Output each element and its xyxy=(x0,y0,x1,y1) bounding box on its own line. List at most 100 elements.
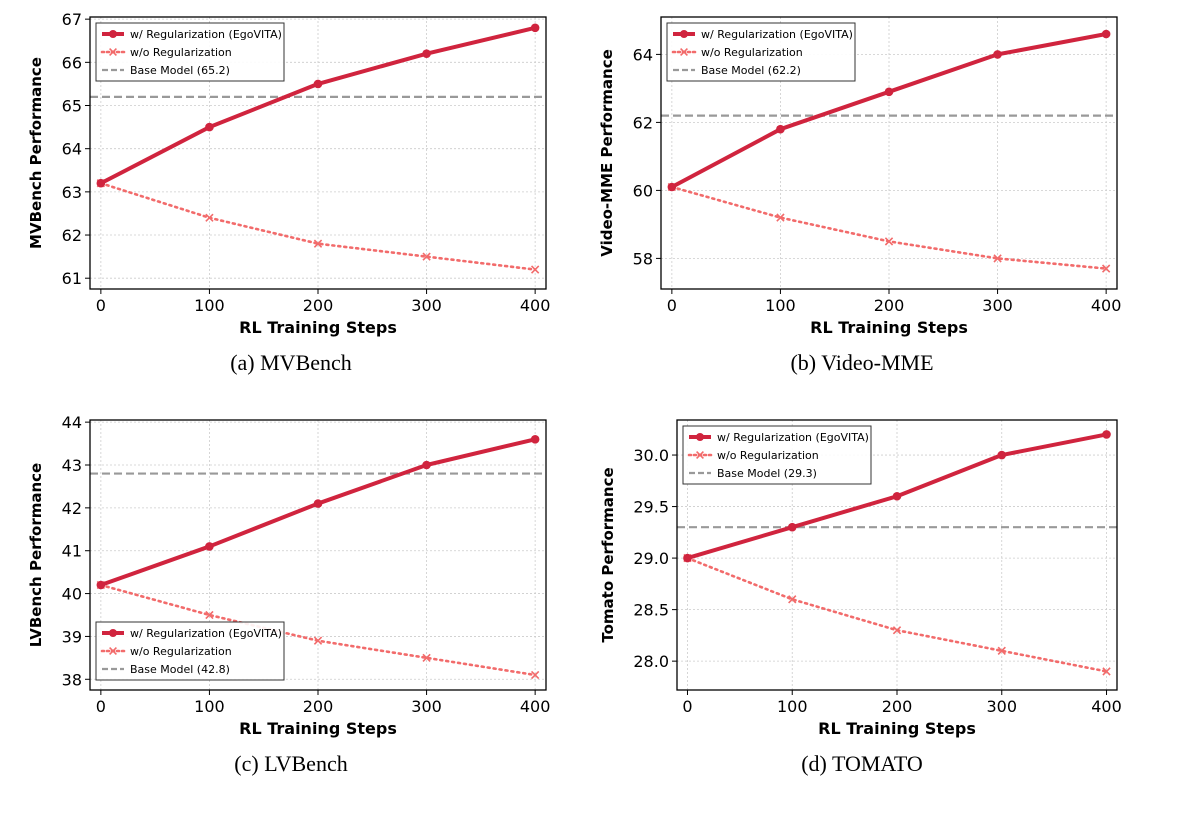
y-axis-label: MVBench Performance xyxy=(27,57,45,249)
y-tick-label: 38 xyxy=(62,670,82,689)
legend: w/ Regularization (EgoVITA) w/o Regulariz… xyxy=(682,425,872,485)
with-regularization-point xyxy=(776,124,785,134)
y-axis-label: Tomato Performance xyxy=(599,467,617,642)
x-axis-label: RL Training Steps xyxy=(239,719,397,738)
without-regularization-point xyxy=(788,595,797,604)
without-regularization-point xyxy=(997,646,1006,656)
without-regularization-point xyxy=(530,265,540,274)
legend-entry-label: Base Model (42.8) xyxy=(130,663,230,676)
y-tick-label: 42 xyxy=(62,499,82,518)
with-regularization-point xyxy=(313,79,323,89)
series-without-regularization-line xyxy=(99,181,537,271)
without-regularization-point xyxy=(422,653,431,663)
legend-entry-label: w/ Regularization (EgoVITA) xyxy=(717,431,869,444)
chart-panel-2: 0 100 200 300 400 58 60 62 64 RL Training Steps Vi… xyxy=(598,16,1122,337)
x-tick-label: 200 xyxy=(303,296,334,315)
x-tick-label: 300 xyxy=(982,296,1013,315)
with-regularization-point xyxy=(1102,430,1111,439)
without-regularization-point xyxy=(313,239,323,248)
legend-entry-label: Base Model (29.3) xyxy=(717,467,817,480)
chart-panel-4: 0 100 200 300 400 28.0 28.5 29.0 29.5 30.0 RL Trai… xyxy=(599,419,1122,738)
without-regularization-point xyxy=(993,254,1002,263)
with-regularization-point xyxy=(205,542,214,551)
y-tick-label: 67 xyxy=(62,10,82,29)
x-tick-label: 100 xyxy=(194,296,225,315)
y-tick-label: 40 xyxy=(62,585,82,604)
y-tick-label: 41 xyxy=(62,542,82,561)
with-regularization-point xyxy=(997,450,1007,460)
chart-caption: (c) LVBench xyxy=(234,751,348,776)
y-tick-label: 58 xyxy=(633,249,653,268)
x-tick-label: 300 xyxy=(411,697,442,716)
with-regularization-point xyxy=(422,460,431,470)
y-axis-label: Video-MME Performance xyxy=(598,49,616,257)
x-tick-label: 0 xyxy=(96,296,106,315)
with-regularization-point xyxy=(530,434,540,444)
x-tick-label: 0 xyxy=(667,296,677,315)
series-without-regularization-line xyxy=(686,556,1108,673)
legend-entry-label: w/o Regularization xyxy=(717,449,819,462)
x-tick-label: 200 xyxy=(882,697,913,716)
with-regularization-point xyxy=(884,87,894,97)
x-axis-label: RL Training Steps xyxy=(818,719,976,738)
legend: w/ Regularization (EgoVITA) w/o Regulariz… xyxy=(95,22,285,82)
x-tick-label: 300 xyxy=(411,296,442,315)
with-regularization-point xyxy=(96,580,106,590)
chart-panel-1: 0 100 200 300 400 61 62 63 64 65 66 67 RL Training S… xyxy=(27,10,550,337)
with-regularization-point xyxy=(530,23,540,33)
without-regularization-point xyxy=(1102,667,1111,676)
with-regularization-point xyxy=(683,553,692,563)
y-tick-label: 62 xyxy=(62,226,82,245)
without-regularization-point xyxy=(205,610,214,620)
with-regularization-point xyxy=(205,122,214,132)
x-tick-label: 300 xyxy=(986,697,1017,716)
with-regularization-point xyxy=(993,50,1002,59)
x-tick-label: 400 xyxy=(1091,697,1122,716)
legend: w/ Regularization (EgoVITA) w/o Regulariz… xyxy=(95,621,285,681)
y-axis-label: LVBench Performance xyxy=(27,463,45,647)
legend: w/ Regularization (EgoVITA) w/o Regulariz… xyxy=(666,22,856,82)
chart-caption: (a) MVBench xyxy=(230,350,352,375)
with-regularization-point xyxy=(96,178,106,188)
x-tick-label: 0 xyxy=(682,697,692,716)
x-tick-label: 200 xyxy=(874,296,905,315)
without-regularization-point xyxy=(1101,264,1111,273)
with-regularization-point xyxy=(787,522,797,532)
without-regularization-point xyxy=(530,670,540,680)
with-regularization-point xyxy=(313,499,323,508)
x-tick-label: 400 xyxy=(520,697,551,716)
without-regularization-point xyxy=(776,213,785,222)
without-regularization-point xyxy=(313,636,323,645)
y-tick-label: 63 xyxy=(62,183,82,202)
y-tick-label: 61 xyxy=(62,269,82,288)
y-tick-label: 66 xyxy=(62,53,82,72)
with-regularization-point xyxy=(667,182,677,192)
y-tick-label: 43 xyxy=(62,456,82,475)
legend-entry-label: w/o Regularization xyxy=(130,46,232,59)
y-tick-label: 60 xyxy=(633,181,653,200)
without-regularization-point xyxy=(892,626,902,635)
series-without-regularization-line xyxy=(670,185,1108,270)
legend-entry-label: w/ Regularization (EgoVITA) xyxy=(130,28,282,41)
y-tick-label: 30.0 xyxy=(633,446,669,465)
legend-entry-label: w/ Regularization (EgoVITA) xyxy=(130,627,282,640)
y-tick-label: 44 xyxy=(62,413,82,432)
with-regularization-point xyxy=(422,49,431,58)
legend-entry-label: Base Model (62.2) xyxy=(701,64,801,77)
without-regularization-point xyxy=(205,213,214,222)
x-tick-label: 400 xyxy=(1091,296,1122,315)
x-axis-label: RL Training Steps xyxy=(810,318,968,337)
y-tick-label: 28.5 xyxy=(633,601,669,620)
without-regularization-point xyxy=(884,237,894,246)
y-tick-label: 39 xyxy=(62,627,82,646)
y-tick-label: 29.5 xyxy=(633,498,669,517)
y-tick-label: 64 xyxy=(62,140,82,159)
x-tick-label: 100 xyxy=(765,296,796,315)
with-regularization-point xyxy=(1101,29,1111,39)
legend-entry-label: w/ Regularization (EgoVITA) xyxy=(701,28,853,41)
x-tick-label: 0 xyxy=(96,697,106,716)
y-tick-label: 62 xyxy=(633,113,653,132)
y-tick-label: 64 xyxy=(633,45,653,64)
